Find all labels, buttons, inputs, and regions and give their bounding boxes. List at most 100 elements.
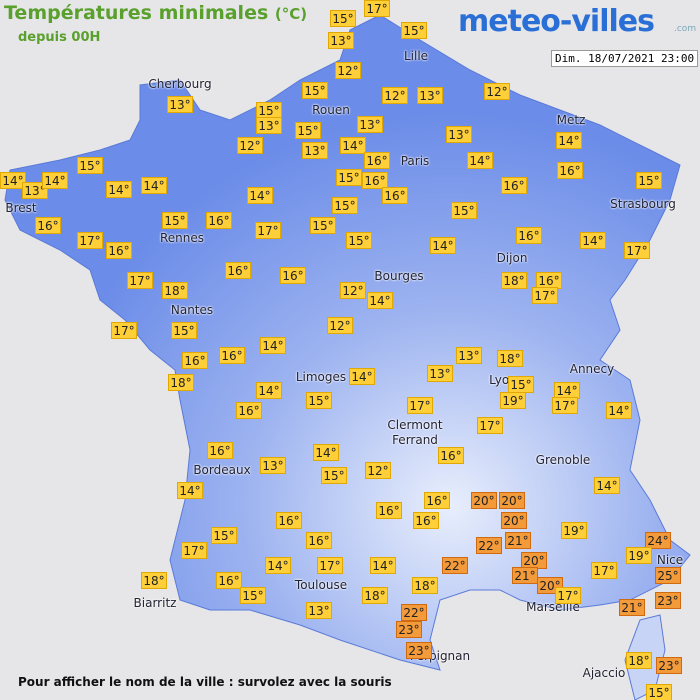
temperature-label[interactable]: 24° <box>645 532 671 549</box>
city-name[interactable]: Rouen <box>312 103 350 117</box>
temperature-label[interactable]: 14° <box>554 382 580 399</box>
temperature-label[interactable]: 16° <box>236 402 262 419</box>
temperature-label[interactable]: 15° <box>336 169 362 186</box>
temperature-label[interactable]: 16° <box>280 267 306 284</box>
city-name[interactable]: Toulouse <box>294 578 348 592</box>
temperature-label[interactable]: 18° <box>162 282 188 299</box>
temperature-label[interactable]: 18° <box>497 350 523 367</box>
temperature-label[interactable]: 14° <box>580 232 606 249</box>
temperature-label[interactable]: 16° <box>207 442 233 459</box>
temperature-label[interactable]: 16° <box>536 272 562 289</box>
temperature-label[interactable]: 13° <box>417 87 443 104</box>
temperature-label[interactable]: 16° <box>182 352 208 369</box>
city-name[interactable]: Limoges <box>295 370 347 384</box>
temperature-label[interactable]: 16° <box>206 212 232 229</box>
temperature-label[interactable]: 15° <box>508 376 534 393</box>
temperature-label[interactable]: 15° <box>636 172 662 189</box>
temperature-label[interactable]: 13° <box>446 126 472 143</box>
temperature-label[interactable]: 15° <box>321 467 347 484</box>
city-name[interactable]: Lille <box>403 49 429 63</box>
temperature-label[interactable]: 16° <box>276 512 302 529</box>
temperature-label[interactable]: 14° <box>370 557 396 574</box>
temperature-label[interactable]: 13° <box>306 602 332 619</box>
temperature-label[interactable]: 13° <box>256 117 282 134</box>
temperature-label[interactable]: 15° <box>310 217 336 234</box>
temperature-label[interactable]: 17° <box>407 397 433 414</box>
temperature-label[interactable]: 18° <box>362 587 388 604</box>
temperature-label[interactable]: 15° <box>646 684 672 700</box>
temperature-label[interactable]: 15° <box>171 322 197 339</box>
temperature-label[interactable]: 23° <box>656 657 682 674</box>
temperature-label[interactable]: 13° <box>22 182 48 199</box>
city-name[interactable]: Annecy <box>569 362 615 376</box>
temperature-label[interactable]: 21° <box>619 599 645 616</box>
temperature-label[interactable]: 14° <box>594 477 620 494</box>
temperature-label[interactable]: 12° <box>382 87 408 104</box>
temperature-label[interactable]: 14° <box>141 177 167 194</box>
temperature-label[interactable]: 16° <box>516 227 542 244</box>
temperature-label[interactable]: 14° <box>367 292 393 309</box>
city-name[interactable]: Cherbourg <box>148 77 212 91</box>
temperature-label[interactable]: 16° <box>362 172 388 189</box>
temperature-label[interactable]: 16° <box>35 217 61 234</box>
temperature-label[interactable]: 13° <box>167 96 193 113</box>
temperature-label[interactable]: 16° <box>306 532 332 549</box>
temperature-label[interactable]: 13° <box>456 347 482 364</box>
temperature-label[interactable]: 14° <box>349 368 375 385</box>
temperature-label[interactable]: 14° <box>606 402 632 419</box>
temperature-label[interactable]: 18° <box>626 652 652 669</box>
temperature-label[interactable]: 16° <box>216 572 242 589</box>
temperature-label[interactable]: 22° <box>401 604 427 621</box>
temperature-label[interactable]: 17° <box>317 557 343 574</box>
temperature-label[interactable]: 15° <box>240 587 266 604</box>
temperature-label[interactable]: 16° <box>219 347 245 364</box>
temperature-label[interactable]: 15° <box>401 22 427 39</box>
temperature-label[interactable]: 13° <box>302 142 328 159</box>
temperature-label[interactable]: 17° <box>624 242 650 259</box>
temperature-label[interactable]: 23° <box>406 642 432 659</box>
temperature-label[interactable]: 14° <box>247 187 273 204</box>
temperature-label[interactable]: 16° <box>106 242 132 259</box>
logo[interactable]: meteo-villes <box>458 4 655 39</box>
temperature-label[interactable]: 14° <box>0 172 26 189</box>
city-name[interactable]: Biarritz <box>133 596 177 610</box>
city-name[interactable]: Nantes <box>170 303 214 317</box>
temperature-label[interactable]: 17° <box>555 587 581 604</box>
temperature-label[interactable]: 15° <box>302 82 328 99</box>
temperature-label[interactable]: 17° <box>255 222 281 239</box>
temperature-label[interactable]: 16° <box>413 512 439 529</box>
city-name[interactable]: Bourges <box>374 269 424 283</box>
temperature-label[interactable]: 19° <box>500 392 526 409</box>
temperature-label[interactable]: 17° <box>364 0 390 17</box>
temperature-label[interactable]: 18° <box>141 572 167 589</box>
temperature-label[interactable]: 19° <box>626 547 652 564</box>
temperature-label[interactable]: 17° <box>77 232 103 249</box>
temperature-label[interactable]: 15° <box>346 232 372 249</box>
temperature-label[interactable]: 14° <box>260 337 286 354</box>
temperature-label[interactable]: 14° <box>42 172 68 189</box>
temperature-label[interactable]: 22° <box>476 537 502 554</box>
temperature-label[interactable]: 18° <box>168 374 194 391</box>
temperature-label[interactable]: 20° <box>471 492 497 509</box>
temperature-label[interactable]: 15° <box>306 392 332 409</box>
city-name[interactable]: Bordeaux <box>193 463 251 477</box>
city-name[interactable]: Metz <box>556 113 586 127</box>
city-name[interactable]: Rennes <box>159 231 205 245</box>
temperature-label[interactable]: 18° <box>501 272 527 289</box>
temperature-label[interactable]: 18° <box>412 577 438 594</box>
temperature-label[interactable]: 16° <box>376 502 402 519</box>
temperature-label[interactable]: 14° <box>313 444 339 461</box>
temperature-label[interactable]: 14° <box>106 181 132 198</box>
temperature-label[interactable]: 19° <box>561 522 587 539</box>
temperature-label[interactable]: 14° <box>265 557 291 574</box>
city-name[interactable]: Paris <box>400 154 430 168</box>
temperature-label[interactable]: 17° <box>591 562 617 579</box>
temperature-label[interactable]: 12° <box>340 282 366 299</box>
temperature-label[interactable]: 16° <box>501 177 527 194</box>
city-name[interactable]: Strasbourg <box>610 197 676 211</box>
temperature-label[interactable]: 14° <box>556 132 582 149</box>
temperature-label[interactable]: 17° <box>532 287 558 304</box>
city-name[interactable]: Brest <box>5 201 37 215</box>
city-name[interactable]: Nice <box>656 553 684 567</box>
temperature-label[interactable]: 17° <box>552 397 578 414</box>
